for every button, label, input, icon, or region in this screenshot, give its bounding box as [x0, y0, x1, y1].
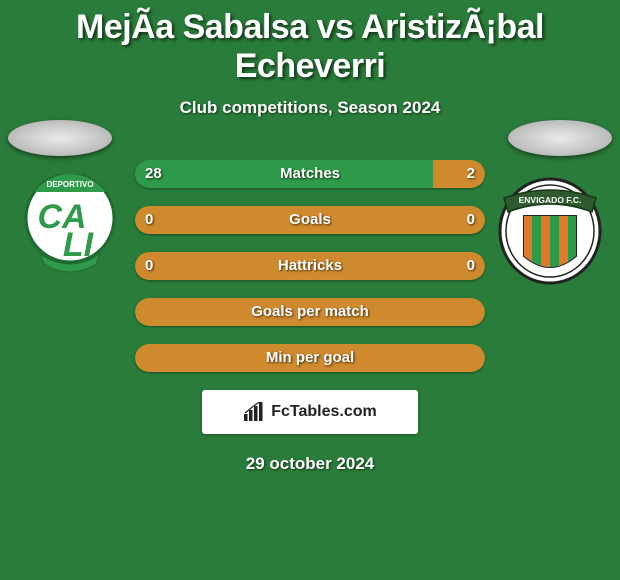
date-label: 29 october 2024 — [0, 454, 620, 474]
stat-value-right: 0 — [467, 252, 475, 280]
player-photo-right — [508, 120, 612, 156]
chart-icon — [243, 402, 265, 422]
stat-label: Min per goal — [135, 344, 485, 372]
stat-label: Goals — [135, 206, 485, 234]
stat-label: Goals per match — [135, 298, 485, 326]
stat-row-min-per-goal: Min per goal — [135, 344, 485, 372]
stat-row-goals: 0 Goals 0 — [135, 206, 485, 234]
comparison-card: MejÃ­a Sabalsa vs AristizÃ¡bal Echeverri… — [0, 0, 620, 580]
stat-row-hattricks: 0 Hattricks 0 — [135, 252, 485, 280]
branding-box[interactable]: FcTables.com — [202, 390, 418, 434]
page-title: MejÃ­a Sabalsa vs AristizÃ¡bal Echeverri — [0, 0, 620, 86]
player-photo-left — [8, 120, 112, 156]
stat-value-right: 2 — [467, 160, 475, 188]
stat-label: Matches — [135, 160, 485, 188]
stat-row-goals-per-match: Goals per match — [135, 298, 485, 326]
stat-value-right: 0 — [467, 206, 475, 234]
stat-row-matches: 28 Matches 2 — [135, 160, 485, 188]
page-subtitle: Club competitions, Season 2024 — [0, 98, 620, 118]
stats-section: 28 Matches 2 0 Goals 0 0 Hattricks 0 Goa… — [0, 160, 620, 474]
stat-label: Hattricks — [135, 252, 485, 280]
branding-label: FcTables.com — [271, 403, 377, 421]
